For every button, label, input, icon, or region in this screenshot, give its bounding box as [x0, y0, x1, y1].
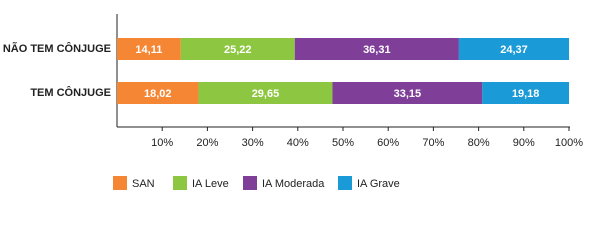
x-tick-label: 40% [287, 137, 309, 149]
legend-swatch [338, 176, 352, 190]
x-tick-label: 20% [196, 137, 218, 149]
value-label: 25,22 [224, 44, 252, 56]
bar-segment [180, 38, 295, 60]
bar-segment [198, 82, 333, 104]
x-tick-label: 10% [151, 137, 173, 149]
legend-swatch [113, 176, 127, 190]
y-tick-label: TEM CÔNJUGE [30, 86, 111, 99]
legend-label: IA Leve [192, 178, 229, 190]
value-label: 36,31 [363, 44, 391, 56]
legend-label: IA Moderada [262, 178, 325, 190]
bar-segment [117, 38, 181, 60]
value-label: 24,37 [500, 44, 528, 56]
x-tick-label: 100% [555, 137, 583, 149]
page: 10% 20% 30% 40% 50% 60% 70% 80% 90% 100% NÃO TEM C… [2, 14, 584, 190]
x-tick-label: 80% [468, 137, 490, 149]
x-tick-label: 30% [242, 137, 264, 149]
x-tick-label: 50% [332, 137, 354, 149]
x-tick-label: 90% [513, 137, 535, 149]
bar-segment [482, 82, 569, 104]
legend-swatch [173, 176, 187, 190]
legend-swatch [243, 176, 257, 190]
value-label: 29,65 [252, 88, 280, 100]
x-tick-label: 70% [422, 137, 444, 149]
x-tick-label: 60% [377, 137, 399, 149]
value-label: 18,02 [144, 88, 172, 100]
value-label: 14,11 [135, 44, 162, 56]
value-label: 19,18 [512, 88, 540, 100]
y-tick-label: NÃO TEM CÔNJUGE [3, 42, 111, 55]
bar-segment [458, 38, 570, 60]
bar-segment [117, 82, 199, 104]
bar-segment [294, 38, 459, 60]
chart: 10% 20% 30% 40% 50% 60% 70% 80% 90% 100% NÃO TEM C… [3, 14, 583, 190]
value-label: 33,15 [394, 88, 422, 100]
legend-label: SAN [132, 178, 155, 190]
bar-segment [332, 82, 483, 104]
legend-label: IA Grave [357, 178, 400, 190]
